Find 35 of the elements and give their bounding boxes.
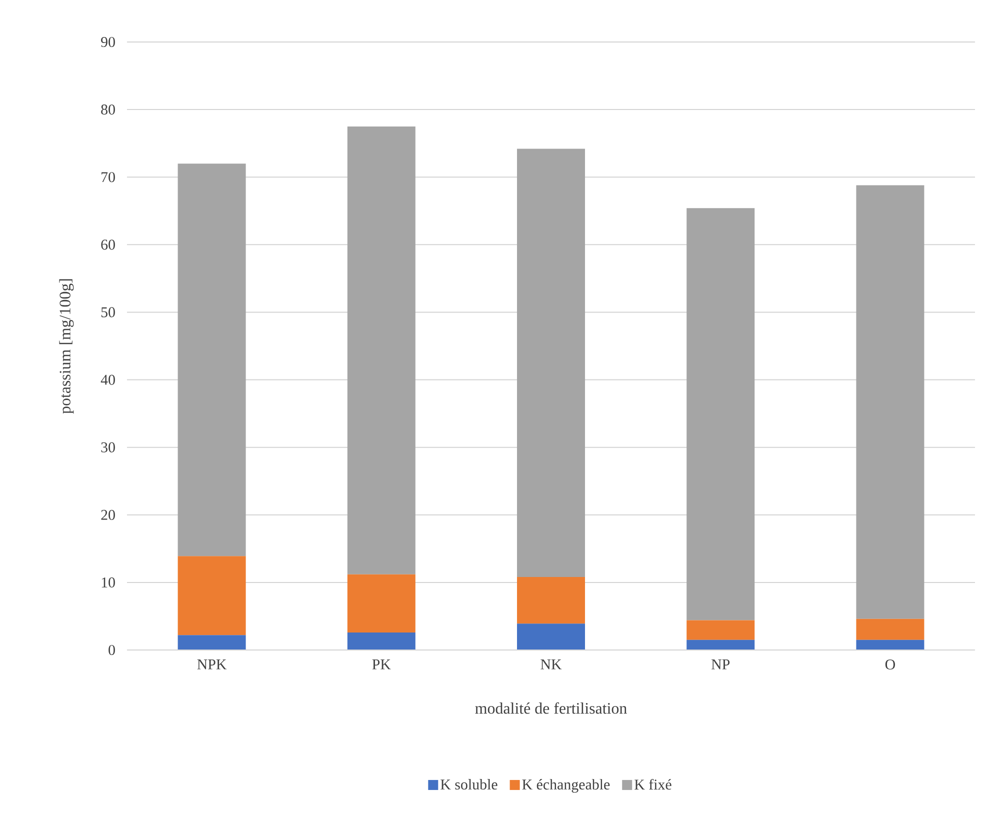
y-tick-label: 80 [101, 104, 115, 115]
x-tick-label: NPK [197, 660, 227, 670]
x-tick-label: PK [372, 660, 391, 670]
bar [178, 635, 246, 650]
y-tick-label: 10 [102, 577, 115, 588]
bar [856, 618, 924, 640]
y-tick-label: 90 [101, 36, 115, 48]
bar [856, 640, 924, 650]
y-axis-title: potassium [mg/100g] [59, 279, 74, 414]
bar [178, 164, 246, 556]
bar [517, 148, 585, 578]
bar [517, 624, 585, 650]
x-axis-title: modalité de fertilisation [475, 702, 627, 714]
legend-label: K soluble [440, 779, 498, 790]
bar [347, 126, 416, 574]
bar [347, 574, 416, 632]
y-tick-label: 60 [101, 240, 115, 250]
x-tick-label: O [885, 660, 895, 670]
x-tick-label: NP [711, 660, 730, 670]
legend-label: K échangeable [522, 779, 610, 793]
y-tick-label: 40 [100, 374, 115, 385]
bar [686, 640, 755, 650]
x-tick-label: NK [540, 660, 562, 670]
y-tick-label: 70 [102, 172, 115, 182]
y-tick-label: 20 [101, 510, 115, 520]
bar [856, 185, 924, 619]
bar [517, 577, 585, 624]
bar [686, 620, 755, 640]
bar [347, 632, 416, 650]
bar [178, 556, 246, 636]
y-tick-label: 0 [108, 644, 115, 656]
bar [686, 208, 755, 620]
y-tick-label: 50 [101, 307, 115, 318]
y-tick-label: 30 [101, 442, 115, 452]
legend-label: K fixé [634, 778, 672, 790]
